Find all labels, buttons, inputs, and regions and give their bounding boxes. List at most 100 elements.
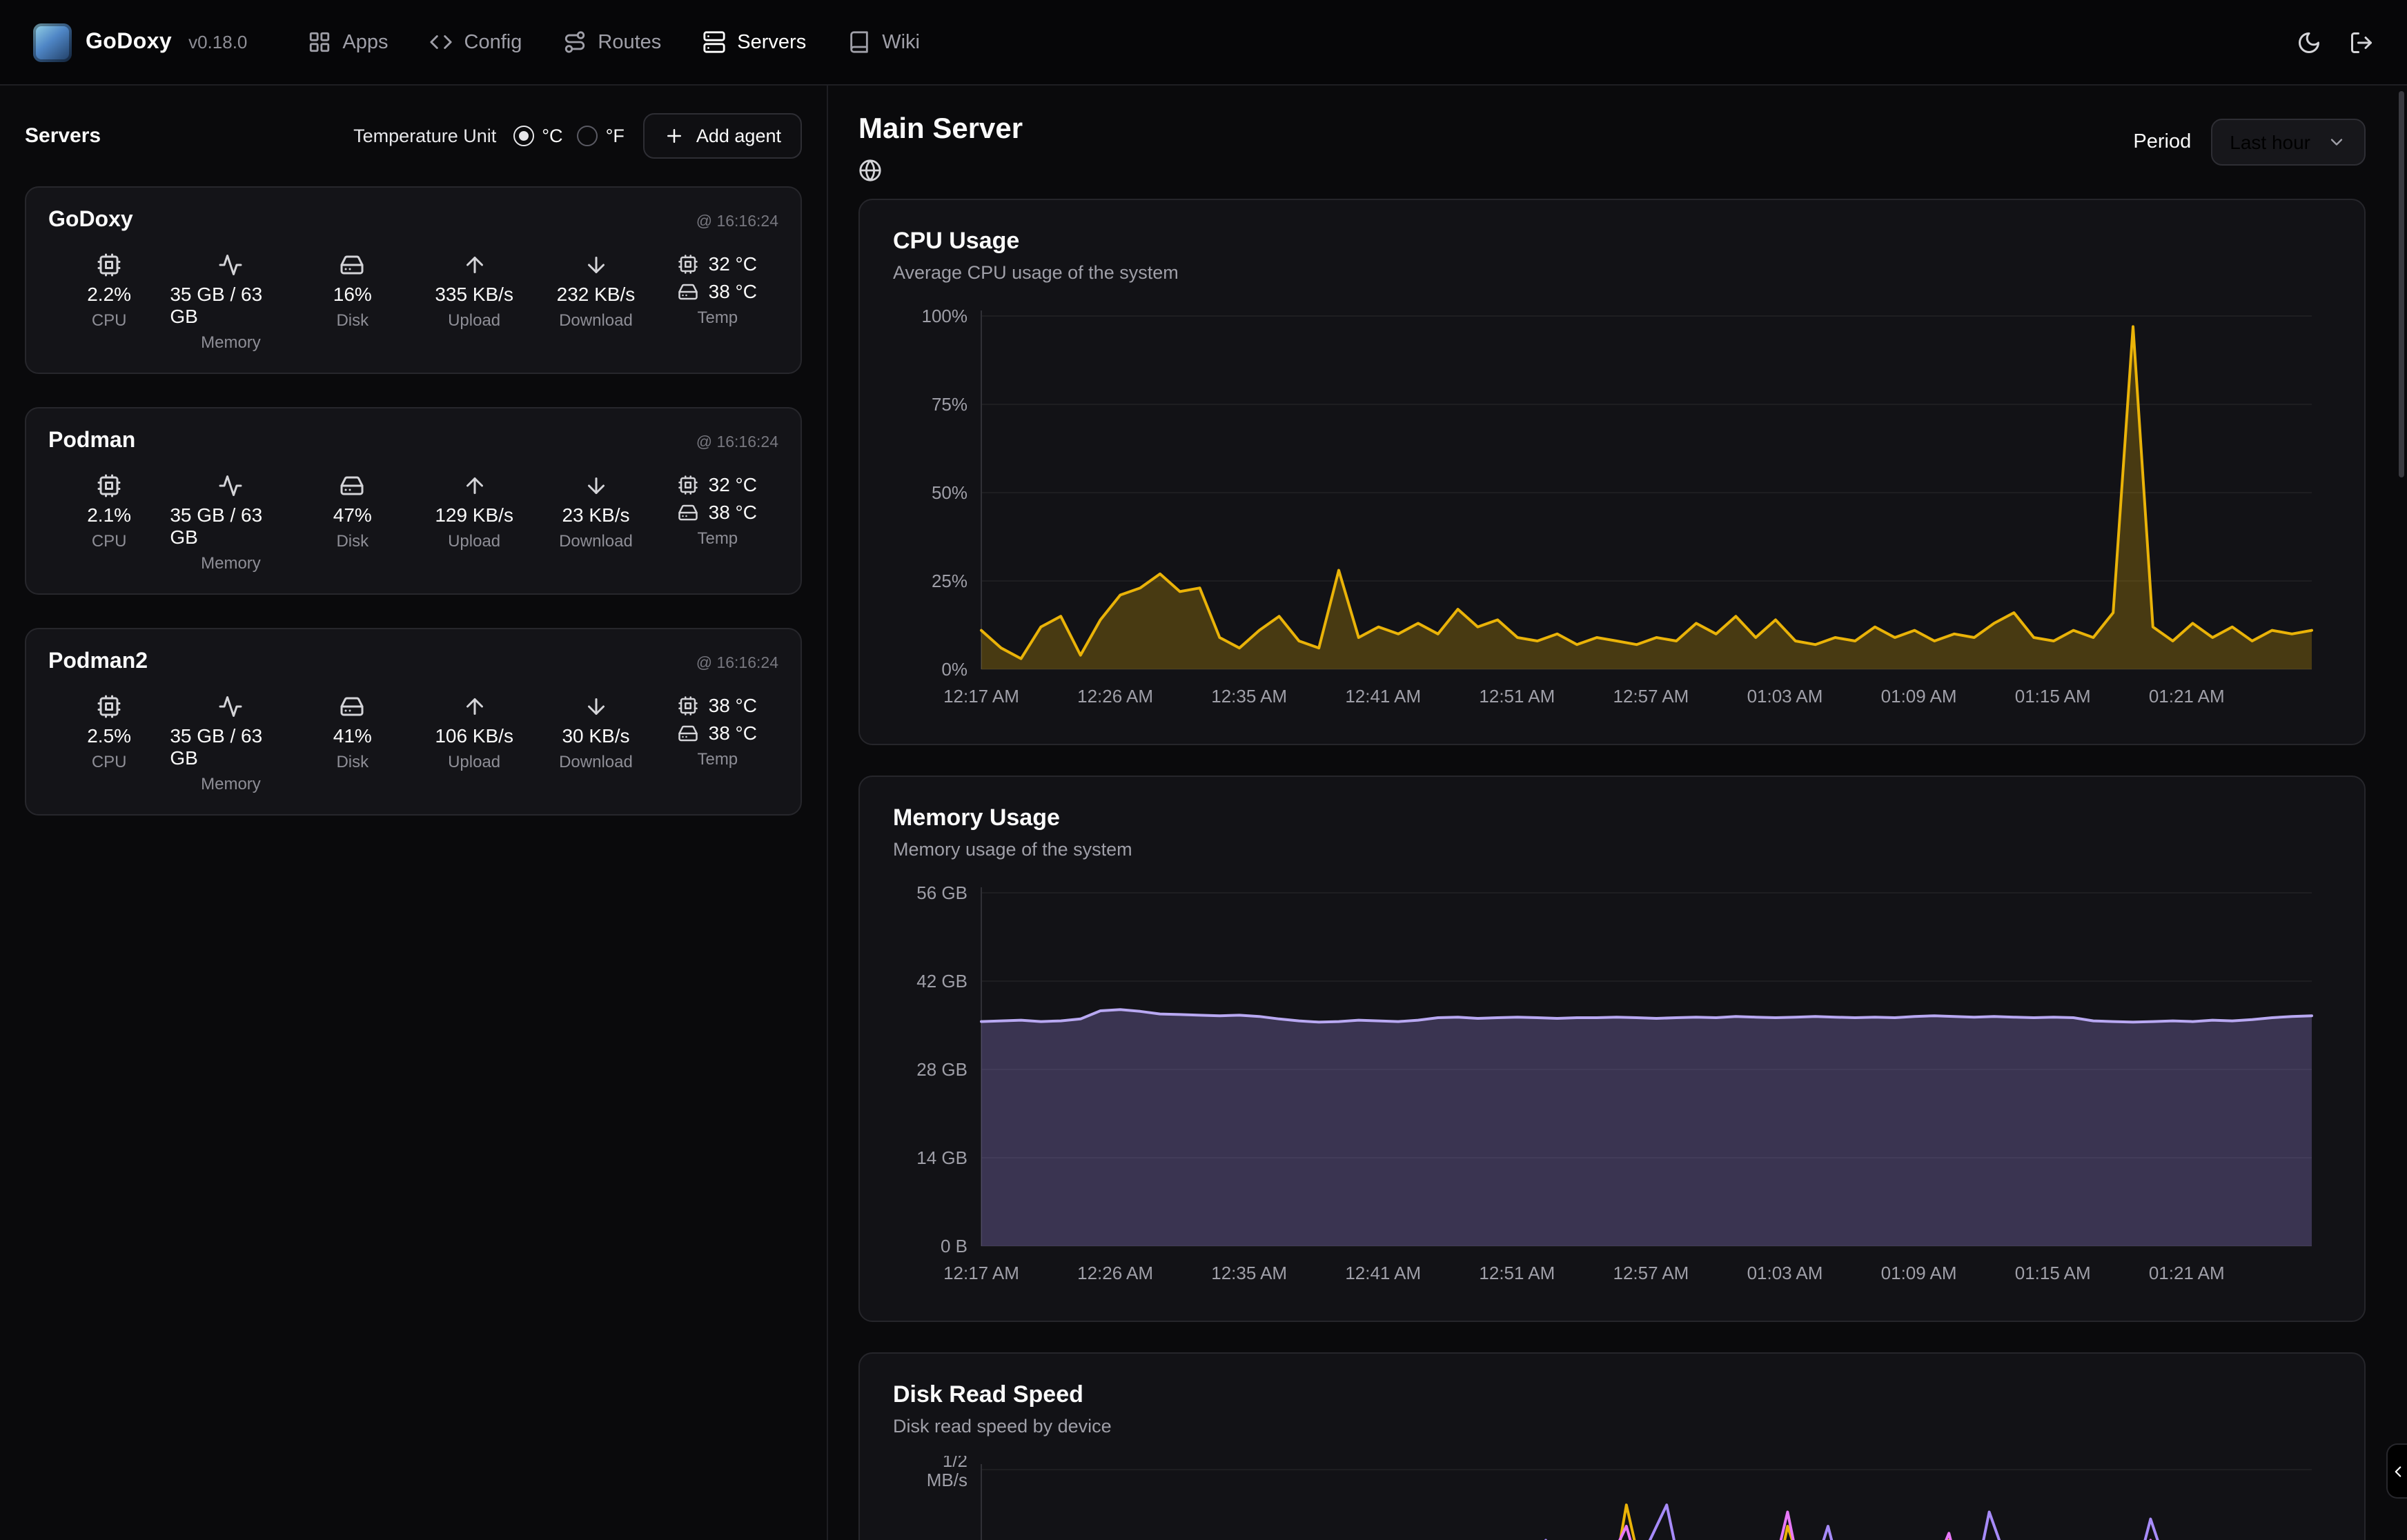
hard-drive-icon — [678, 281, 699, 302]
fahrenheit-radio[interactable]: °F — [576, 126, 625, 146]
svg-text:12:57 AM: 12:57 AM — [1613, 686, 1689, 707]
disk-temp-value: 38 °C — [708, 722, 757, 744]
navbar: GoDoxy v0.18.0 Apps Config Routes Server… — [0, 0, 2407, 86]
svg-text:12:26 AM: 12:26 AM — [1077, 686, 1153, 707]
temp-rows: 32 °C 38 °C — [678, 253, 757, 302]
svg-text:56 GB: 56 GB — [916, 882, 967, 903]
logout-button[interactable] — [2349, 30, 2374, 55]
svg-text:01:03 AM: 01:03 AM — [1747, 686, 1823, 707]
svg-text:01:21 AM: 01:21 AM — [2149, 686, 2225, 707]
nav-item-routes[interactable]: Routes — [549, 19, 675, 65]
hard-drive-icon — [678, 722, 699, 743]
cpu-label: CPU — [91, 531, 127, 551]
svg-text:100%: 100% — [922, 306, 968, 326]
stat-temp: 38 °C 38 °C Temp — [657, 694, 778, 793]
stat-memory: 35 GB / 63 GB Memory — [170, 253, 291, 352]
celsius-label: °C — [542, 126, 563, 146]
cpu-usage-card: CPU Usage Average CPU usage of the syste… — [858, 199, 2366, 745]
temp-label: Temp — [697, 308, 738, 327]
cpu-usage-chart: 100% 75% 50% 25% 0% 12:17 AM 12:26 AM 12:35 AM 1… — [893, 302, 2331, 716]
stat-disk: 16% Disk — [292, 253, 413, 352]
svg-text:12:26 AM: 12:26 AM — [1077, 1263, 1153, 1283]
period-select[interactable]: Last hour — [2210, 119, 2366, 166]
server-card-podman[interactable]: Podman @ 16:16:24 2.1% CPU 35 GB / 63 GB — [25, 407, 802, 595]
card-header: Podman @ 16:16:24 — [48, 429, 778, 454]
nav-item-wiki[interactable]: Wiki — [834, 19, 934, 65]
nav-item-apps[interactable]: Apps — [294, 19, 402, 65]
chart-title: CPU Usage — [893, 228, 1020, 254]
card-header: GoDoxy @ 16:16:24 — [48, 208, 778, 233]
stat-disk: 47% Disk — [292, 473, 413, 573]
server-stats: 2.5% CPU 35 GB / 63 GB Memory 41% Disk — [48, 694, 778, 793]
cpu-value: 2.1% — [87, 504, 132, 526]
disk-temp-value: 38 °C — [708, 280, 757, 302]
radio-selected-icon — [513, 126, 534, 146]
activity-icon — [218, 694, 243, 719]
memory-usage-chart: 56 GB 42 GB 28 GB 14 GB 0 B 12:17 AM 12:26 AM 1… — [893, 879, 2331, 1293]
stat-cpu: 2.2% CPU — [48, 253, 170, 352]
svg-text:01:15 AM: 01:15 AM — [2015, 1263, 2091, 1283]
main-title-wrap: Main Server — [858, 113, 2133, 182]
disk-value: 47% — [333, 504, 372, 526]
chart-subtitle: Memory usage of the system — [893, 839, 1132, 860]
plus-icon — [665, 126, 685, 146]
memory-label: Memory — [201, 333, 261, 352]
disk-value: 41% — [333, 724, 372, 747]
sidebar-header: Servers Temperature Unit °C °F Add agent — [0, 86, 827, 181]
server-timestamp: @ 16:16:24 — [696, 214, 778, 230]
collapse-panel-tab[interactable] — [2386, 1443, 2407, 1499]
server-card-godoxy[interactable]: GoDoxy @ 16:16:24 2.2% CPU 35 GB / 63 GB — [25, 186, 802, 374]
period-value: Last hour — [2230, 131, 2310, 153]
period-control: Period Last hour — [2133, 119, 2366, 166]
svg-text:12:41 AM: 12:41 AM — [1345, 686, 1421, 707]
memory-label: Memory — [201, 774, 261, 793]
disk-temp-value: 38 °C — [708, 501, 757, 523]
godoxy-logo — [33, 23, 72, 61]
hard-drive-icon — [340, 473, 365, 498]
arrow-down-icon — [583, 253, 608, 277]
temp-label: Temp — [697, 749, 738, 769]
nav-item-config[interactable]: Config — [416, 19, 536, 65]
chart-title: Disk Read Speed — [893, 1381, 1083, 1408]
stat-upload: 106 KB/s Upload — [413, 694, 535, 793]
add-agent-button[interactable]: Add agent — [643, 113, 802, 159]
nav-label: Wiki — [882, 31, 920, 53]
book-icon — [847, 30, 871, 54]
svg-text:14 GB: 14 GB — [916, 1147, 967, 1168]
server-list: GoDoxy @ 16:16:24 2.2% CPU 35 GB / 63 GB — [0, 181, 827, 840]
chevron-left-icon — [2388, 1462, 2406, 1480]
activity-icon — [218, 253, 243, 277]
svg-text:0 B: 0 B — [941, 1236, 967, 1256]
stat-download: 30 KB/s Download — [535, 694, 656, 793]
theme-toggle-button[interactable] — [2297, 30, 2321, 55]
download-label: Download — [559, 310, 633, 330]
stat-temp: 32 °C 38 °C Temp — [657, 253, 778, 352]
stat-cpu: 2.5% CPU — [48, 694, 170, 793]
temp-label: Temp — [697, 529, 738, 548]
download-value: 30 KB/s — [562, 724, 630, 747]
server-name: Podman2 — [48, 650, 148, 673]
cpu-icon — [97, 473, 121, 498]
hard-drive-icon — [340, 253, 365, 277]
server-card-podman2[interactable]: Podman2 @ 16:16:24 2.5% CPU 35 GB / 63 G… — [25, 628, 802, 816]
upload-value: 129 KB/s — [435, 504, 513, 526]
celsius-radio[interactable]: °C — [513, 126, 563, 146]
nav-item-servers[interactable]: Servers — [689, 19, 820, 65]
scrollbar-thumb[interactable] — [2399, 91, 2404, 477]
grid-icon — [308, 30, 331, 54]
code-icon — [430, 30, 453, 54]
download-value: 23 KB/s — [562, 504, 630, 526]
server-name: Podman — [48, 429, 136, 453]
server-icon — [703, 30, 726, 54]
arrow-down-icon — [583, 694, 608, 719]
period-label: Period — [2133, 131, 2192, 153]
cpu-icon — [678, 474, 699, 495]
svg-text:12:51 AM: 12:51 AM — [1479, 1263, 1555, 1283]
page-title: Main Server — [858, 113, 1023, 145]
svg-text:28 GB: 28 GB — [916, 1059, 967, 1080]
svg-text:12:57 AM: 12:57 AM — [1613, 1263, 1689, 1283]
chart-title: Memory Usage — [893, 804, 1060, 831]
cpu-icon — [97, 253, 121, 277]
card-header: Podman2 @ 16:16:24 — [48, 650, 778, 675]
